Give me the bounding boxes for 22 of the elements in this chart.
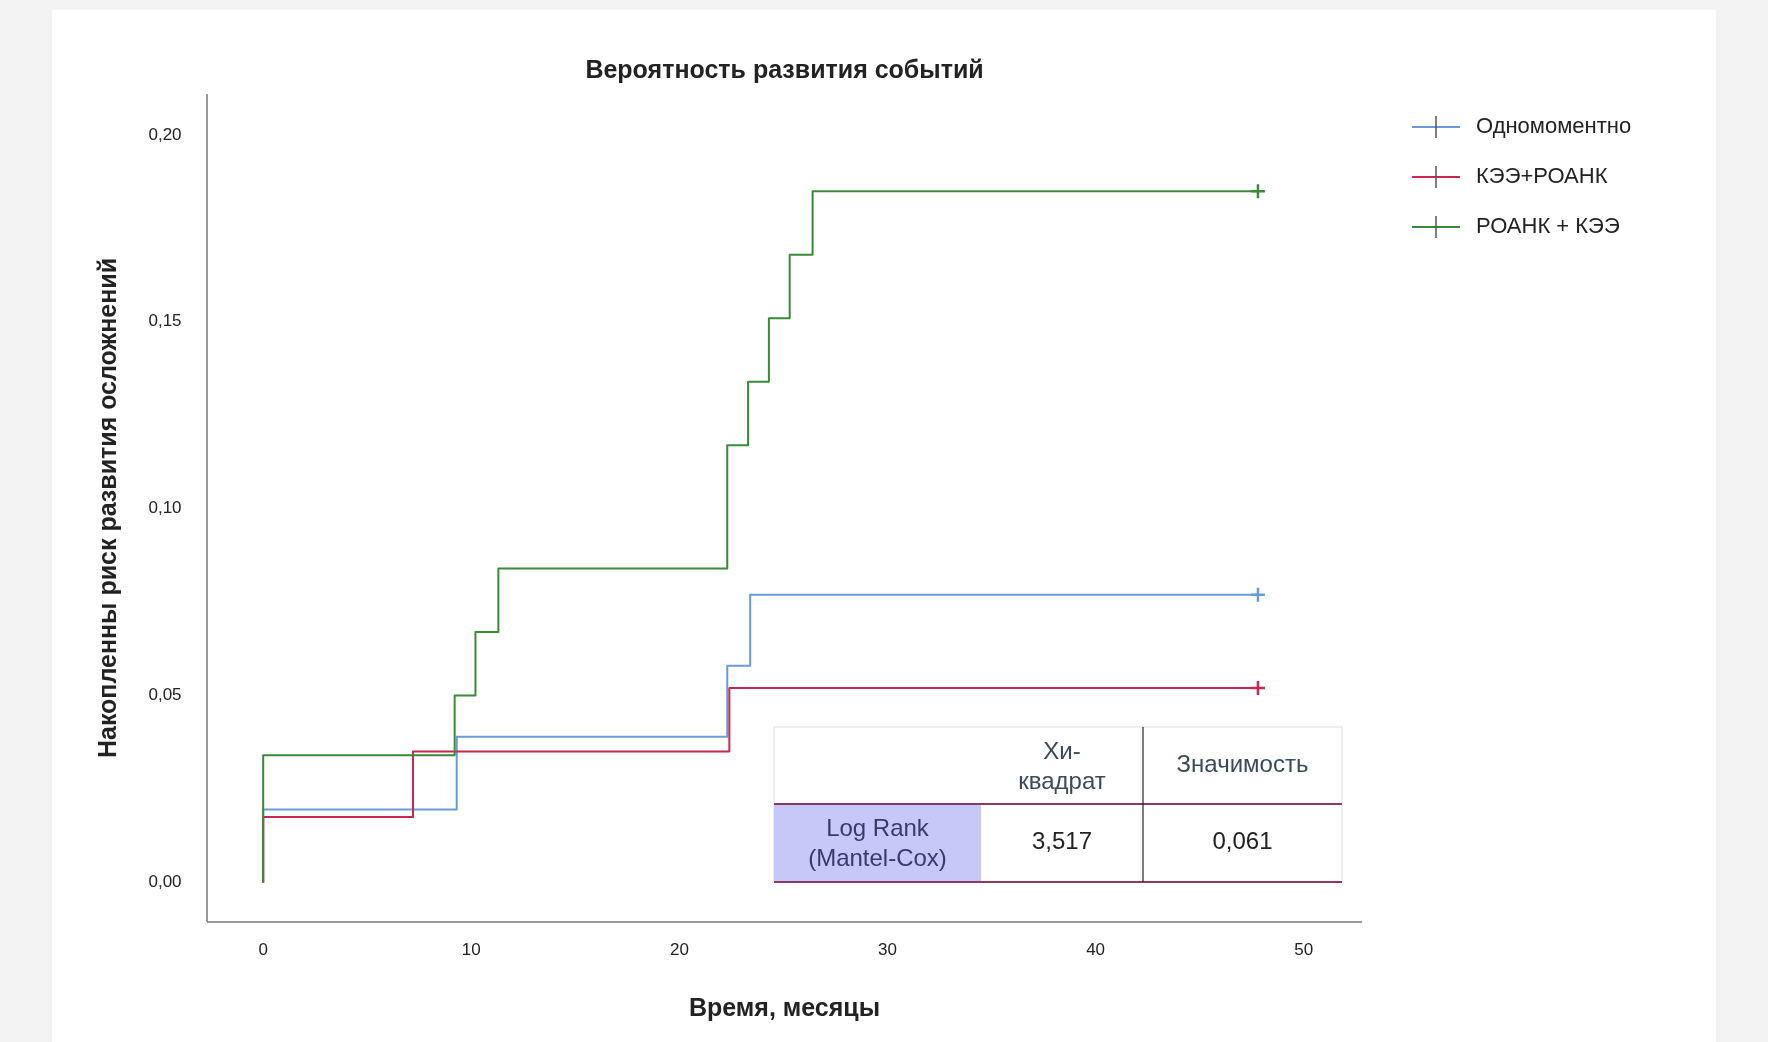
- x-tick-label: 40: [1086, 940, 1106, 960]
- y-tick-label: 0,00: [148, 871, 182, 891]
- x-tick-label: 30: [878, 940, 897, 960]
- chart-title: Вероятность развития событий: [585, 55, 984, 83]
- annotation: 3,517: [1031, 827, 1093, 855]
- y-tick-label: 0,15: [148, 311, 182, 331]
- annotation: Значимость: [1176, 749, 1309, 777]
- legend-label: Одномоментно: [1476, 112, 1632, 138]
- y-tick-label: 0,10: [148, 498, 182, 518]
- y-axis-title: Накопленны риск развития осложнений: [93, 257, 121, 759]
- x-axis-title: Время, месяцы: [688, 993, 881, 1021]
- annotation: Log Rank (Mantel-Cox): [808, 814, 947, 872]
- x-tick-label: 50: [1294, 940, 1314, 960]
- legend-label: КЭЭ+РОАНК: [1476, 162, 1608, 188]
- annotation: Хи-квадрат: [1018, 736, 1106, 794]
- x-tick-label: 10: [461, 940, 481, 960]
- y-tick-label: 0,20: [148, 124, 182, 144]
- x-tick-label: 20: [669, 940, 689, 960]
- annotation: 0,061: [1212, 827, 1273, 855]
- x-tick-label: 0: [258, 940, 268, 960]
- legend-label: РОАНК + КЭЭ: [1476, 212, 1620, 238]
- y-tick-label: 0,05: [148, 685, 182, 705]
